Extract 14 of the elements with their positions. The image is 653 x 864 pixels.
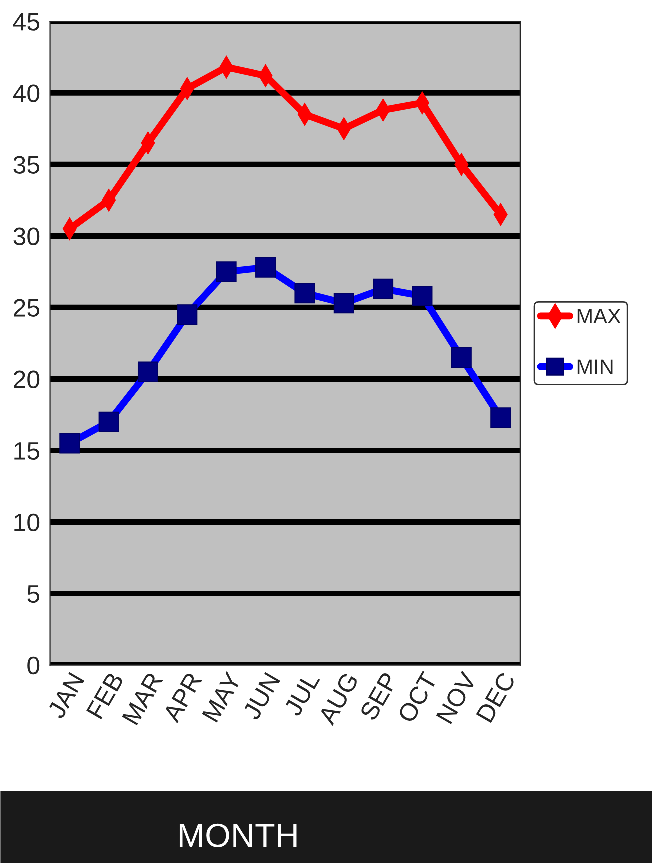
y-tick-label: 20 bbox=[14, 370, 40, 389]
y-tick-label: 45 bbox=[13, 13, 40, 31]
y-tick-label: 35 bbox=[14, 156, 40, 174]
y-tick-label: 40 bbox=[13, 84, 40, 102]
y-tick-label: 25 bbox=[14, 299, 40, 317]
y-tick-label: 15 bbox=[14, 442, 40, 460]
legend-label: MAX bbox=[578, 309, 621, 324]
y-tick-label: 30 bbox=[14, 228, 40, 246]
y-tick-label: 5 bbox=[28, 586, 40, 604]
y-tick-label: 10 bbox=[14, 514, 40, 532]
x-tick-label: JUL bbox=[284, 671, 320, 718]
x-axis-title: MONTH bbox=[180, 824, 297, 848]
legend-label: MIN bbox=[578, 360, 613, 374]
y-tick-label: 0 bbox=[28, 656, 40, 675]
